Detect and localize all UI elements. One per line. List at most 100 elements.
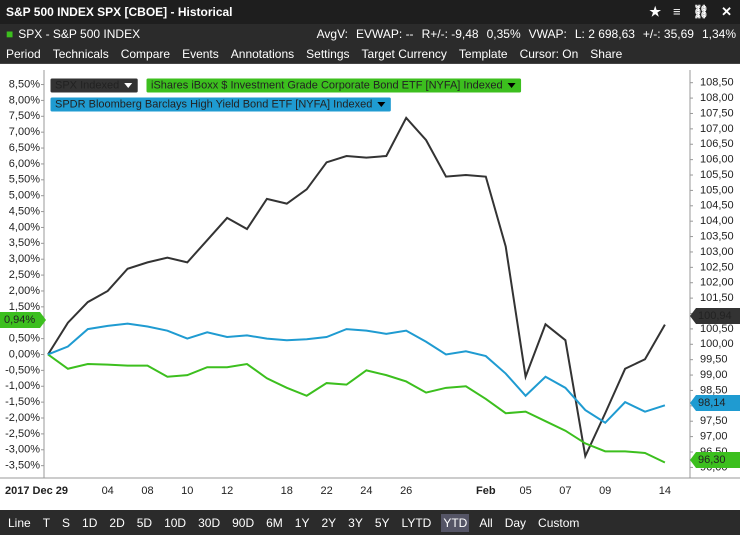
value-tag-label: 100,94 bbox=[698, 310, 732, 322]
range-button[interactable]: 30D bbox=[198, 515, 221, 530]
window-title: S&P 500 INDEX SPX [CBOE] - Historical bbox=[6, 5, 233, 19]
window-icons: ★ ≡ ⛓ ✕ bbox=[649, 4, 732, 20]
x-tick-label: 18 bbox=[281, 485, 293, 497]
range-button[interactable]: 1D bbox=[82, 515, 98, 530]
link-icon[interactable]: ⛓ bbox=[692, 4, 710, 19]
y2-tick-label: 102,00 bbox=[700, 277, 734, 289]
y2-tick-label: 107,00 bbox=[700, 123, 734, 135]
series-line bbox=[47, 322, 666, 425]
value-tag-label: 0,94% bbox=[4, 314, 35, 326]
y-tick-label: 6,00% bbox=[9, 158, 40, 170]
y-tick-label: -1,00% bbox=[5, 380, 40, 392]
y-tick-label: 5,00% bbox=[9, 190, 40, 202]
y-tick-label: -0,50% bbox=[5, 364, 40, 376]
stats: AvgV: EVWAP: -- R+/-: -9,48 0,35% VWAP: L: 2 … bbox=[317, 27, 740, 41]
y2-tick-label: 102,50 bbox=[700, 261, 734, 273]
value-tag-bg bbox=[690, 452, 740, 468]
y-tick-label: -2,50% bbox=[5, 428, 40, 440]
range-button[interactable]: 6M bbox=[266, 515, 283, 530]
series-line bbox=[47, 116, 666, 460]
legend-entry[interactable]: SPX Indexed bbox=[49, 77, 139, 94]
y-tick-label: -1,50% bbox=[5, 396, 40, 408]
range-button[interactable]: 2Y bbox=[321, 515, 337, 530]
y2-tick-label: 100,50 bbox=[700, 323, 734, 335]
y-tick-label: 7,00% bbox=[9, 126, 40, 138]
menu-item[interactable]: Cursor: On bbox=[519, 46, 579, 61]
stat: L: 2 698,63 bbox=[574, 27, 635, 41]
stat: 0,35% bbox=[486, 27, 521, 41]
star-icon[interactable]: ★ bbox=[649, 4, 661, 19]
range-button[interactable]: YTD bbox=[441, 513, 470, 532]
range-button[interactable]: 5D bbox=[136, 515, 153, 530]
y2-tick-label: 97,50 bbox=[700, 415, 728, 427]
value-tag-label: 98,14 bbox=[698, 397, 726, 409]
range-button[interactable]: Line bbox=[8, 515, 31, 530]
menu-icon[interactable]: ≡ bbox=[672, 4, 681, 19]
menu-item[interactable]: Technicals bbox=[52, 46, 109, 61]
y2-tick-label: 103,00 bbox=[700, 246, 734, 258]
y-tick-label: -3,00% bbox=[5, 444, 40, 456]
range-button[interactable]: 90D bbox=[232, 515, 255, 530]
dropdown-arrow bbox=[124, 83, 133, 88]
dropdown-arrow bbox=[507, 83, 516, 88]
range-button[interactable]: 2D bbox=[109, 515, 125, 530]
range-button[interactable]: Custom bbox=[538, 515, 580, 530]
range-button[interactable]: Day bbox=[504, 515, 527, 530]
legend-entry[interactable]: SPDR Bloomberg Barclays High Yield Bond … bbox=[49, 96, 392, 113]
y-tick-label: 0,50% bbox=[9, 333, 40, 345]
legend-entry[interactable]: iShares iBoxx $ Investment Grade Corpora… bbox=[145, 77, 523, 94]
y2-tick-label: 105,50 bbox=[700, 169, 734, 181]
menu-item[interactable]: Settings bbox=[306, 46, 350, 61]
y-tick-label: 4,50% bbox=[9, 205, 40, 217]
legend-chip bbox=[49, 96, 392, 113]
x-tick-label: 14 bbox=[659, 485, 671, 497]
menu-item[interactable]: Share bbox=[590, 46, 623, 61]
y-tick-label: 3,50% bbox=[9, 237, 40, 249]
x-tick-label: 07 bbox=[559, 485, 571, 497]
series-line bbox=[47, 353, 666, 464]
y-tick-label: 8,00% bbox=[9, 94, 40, 106]
y-tick-label: 1,50% bbox=[9, 301, 40, 313]
range-button[interactable]: 3Y bbox=[348, 515, 363, 530]
x-tick-label: 22 bbox=[320, 485, 332, 497]
range-button[interactable]: 1Y bbox=[294, 515, 310, 530]
x-tick-label: 05 bbox=[519, 485, 531, 497]
y2-tick-label: 101,50 bbox=[700, 292, 734, 304]
menu-item[interactable]: Template bbox=[458, 46, 508, 61]
range-button[interactable]: 10D bbox=[164, 515, 187, 530]
y2-tick-label: 108,50 bbox=[700, 77, 734, 89]
menu-bar: Period Technicals Compare Events Annotations… bbox=[0, 44, 740, 64]
y2-tick-label: 99,00 bbox=[700, 369, 728, 381]
menu-item[interactable]: Period bbox=[6, 46, 41, 61]
y2-tick-label: 104,00 bbox=[700, 215, 734, 227]
menu-item[interactable]: Events bbox=[182, 46, 219, 61]
menu-item[interactable]: Compare bbox=[120, 46, 171, 61]
stat: VWAP: bbox=[528, 27, 567, 41]
x-tick-label: 24 bbox=[360, 485, 372, 497]
y2-tick-label: 108,00 bbox=[700, 92, 734, 104]
y2-tick-label: 106,00 bbox=[700, 154, 734, 166]
range-button[interactable]: LYTD bbox=[401, 515, 432, 530]
range-button[interactable]: T bbox=[42, 515, 51, 530]
value-tag-bg bbox=[0, 312, 46, 328]
y2-tick-label: 104,50 bbox=[700, 200, 734, 212]
x-tick-label: 04 bbox=[102, 485, 114, 497]
legend-label: iShares iBoxx $ Investment Grade Corpora… bbox=[151, 79, 503, 91]
y-tick-label: 6,50% bbox=[9, 142, 40, 154]
menu-item[interactable]: Target Currency bbox=[361, 46, 447, 61]
range-button[interactable]: 5Y bbox=[374, 515, 390, 530]
range-button[interactable]: S bbox=[62, 515, 71, 530]
close-icon[interactable]: ✕ bbox=[721, 4, 732, 19]
y-tick-label: -2,00% bbox=[5, 412, 40, 424]
range-button[interactable]: All bbox=[479, 515, 493, 530]
y2-tick-label: 99,50 bbox=[700, 354, 728, 366]
x-tick-label: 10 bbox=[181, 485, 193, 497]
value-tag: 0,94% bbox=[0, 312, 46, 328]
stat: AvgV: bbox=[316, 27, 348, 41]
x-tick-label: 26 bbox=[400, 485, 412, 497]
y2-tick-label: 98,50 bbox=[700, 384, 728, 396]
x-tick-label: Feb bbox=[476, 485, 496, 497]
menu-item[interactable]: Annotations bbox=[230, 46, 295, 61]
chart: 8,50% 8,00% 7,50% 7,00% 6,50% 6,00% 5,50% 5,00%… bbox=[0, 70, 740, 497]
